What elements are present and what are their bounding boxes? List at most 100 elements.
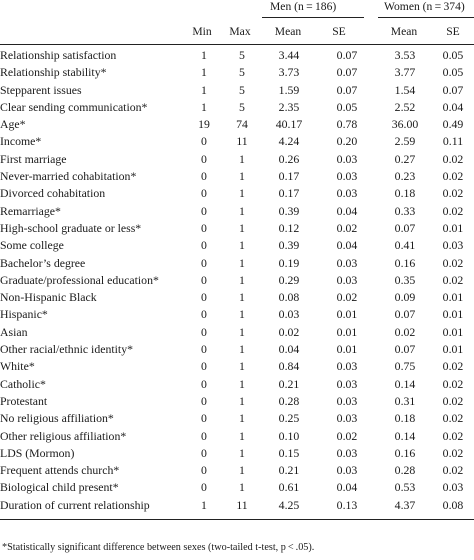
cell-men-mean: 0.39 — [278, 203, 300, 218]
cell-max: 11 — [236, 497, 248, 512]
cell-women-mean: 0.07 — [394, 342, 416, 357]
cell-women-se: 0.02 — [442, 203, 464, 218]
cell-women-se: 0.05 — [442, 48, 464, 62]
cell-men-mean: 0.61 — [278, 480, 300, 495]
cell-label: Bachelor’s degree — [0, 255, 86, 270]
table-row: Divorced cohabitation 0 1 0.17 0.03 0.18 0.02 — [0, 185, 474, 202]
cell-men-se: 0.20 — [336, 134, 358, 149]
cell-men-mean: 0.17 — [278, 169, 300, 184]
cell-max: 1 — [239, 220, 245, 235]
cell-men-se: 0.03 — [336, 151, 358, 166]
table-row: Other racial/ethnic identity* 0 1 0.04 0.01 0… — [0, 341, 474, 358]
cell-men-se: 0.02 — [336, 428, 358, 443]
cell-min: 1 — [201, 99, 207, 114]
cell-min: 0 — [201, 480, 207, 495]
cell-men-mean: 0.28 — [278, 393, 300, 408]
cell-label: Other religious affiliation* — [0, 428, 127, 443]
rule-men-group — [262, 17, 364, 18]
cell-men-mean: 40.17 — [275, 117, 303, 132]
cell-label: Frequent attends church* — [0, 463, 120, 478]
rule-women-group — [378, 17, 474, 18]
table-row: Relationship stability* 1 5 3.73 0.07 3.77 0.0… — [0, 64, 474, 81]
cell-men-mean: 0.19 — [278, 255, 300, 270]
cell-max: 1 — [239, 342, 245, 357]
cell-max: 1 — [239, 290, 245, 305]
cell-women-se: 0.02 — [442, 359, 464, 374]
cell-women-se: 0.02 — [442, 272, 464, 287]
cell-min: 1 — [201, 65, 207, 80]
table-row: High-school graduate or less* 0 1 0.12 0.02 0… — [0, 220, 474, 237]
cell-women-se: 0.03 — [442, 480, 464, 495]
table-row: No religious affiliation* 0 1 0.25 0.03 0.18 0… — [0, 410, 474, 427]
cell-men-mean: 0.21 — [278, 463, 300, 478]
cell-men-se: 0.03 — [336, 376, 358, 391]
cell-min: 0 — [201, 324, 207, 339]
cell-women-se: 0.05 — [442, 65, 464, 80]
rule-header-bottom — [0, 44, 474, 45]
cell-max: 1 — [239, 324, 245, 339]
cell-men-mean: 4.25 — [278, 497, 300, 512]
table-row: Catholic* 0 1 0.21 0.03 0.14 0.02 — [0, 376, 474, 393]
cell-women-se: 0.02 — [442, 463, 464, 478]
cell-max: 1 — [239, 169, 245, 184]
footnote: *Statistically significant difference be… — [2, 542, 315, 553]
cell-women-se: 0.02 — [442, 411, 464, 426]
cell-women-mean: 3.77 — [394, 65, 416, 80]
cell-men-se: 0.02 — [336, 220, 358, 235]
cell-max: 1 — [239, 272, 245, 287]
cell-women-mean: 0.14 — [394, 376, 416, 391]
cell-men-se: 0.05 — [336, 99, 358, 114]
cell-max: 1 — [239, 255, 245, 270]
cell-women-se: 0.01 — [442, 324, 464, 339]
cell-men-mean: 2.35 — [278, 99, 300, 114]
cell-men-mean: 0.25 — [278, 411, 300, 426]
cell-label: Other racial/ethnic identity* — [0, 342, 133, 357]
table-row: Clear sending communication* 1 5 2.35 0.05 2.… — [0, 99, 474, 116]
cell-min: 0 — [201, 393, 207, 408]
cell-women-se: 0.02 — [442, 151, 464, 166]
cell-women-mean: 0.18 — [394, 186, 416, 201]
cell-max: 5 — [239, 99, 245, 114]
cell-max: 11 — [236, 134, 248, 149]
cell-women-se: 0.49 — [442, 117, 464, 132]
cell-max: 1 — [239, 238, 245, 253]
cell-max: 74 — [236, 117, 248, 132]
col-header-women-se: SE — [446, 25, 460, 38]
table-row: Duration of current relationship 1 11 4.25 0… — [0, 497, 474, 514]
cell-women-se: 0.01 — [442, 342, 464, 357]
cell-label: Income* — [0, 134, 42, 149]
cell-max: 1 — [239, 359, 245, 374]
cell-max: 5 — [239, 48, 245, 62]
cell-women-mean: 0.23 — [394, 169, 416, 184]
cell-label: First marriage — [0, 151, 67, 166]
cell-min: 0 — [201, 307, 207, 322]
cell-min: 0 — [201, 428, 207, 443]
cell-max: 1 — [239, 445, 245, 460]
cell-max: 1 — [239, 203, 245, 218]
cell-label: Remarriage* — [0, 203, 61, 218]
cell-men-se: 0.01 — [336, 307, 358, 322]
cell-women-mean: 0.53 — [394, 480, 416, 495]
table-row: Frequent attends church* 0 1 0.21 0.03 0.28 0.… — [0, 462, 474, 479]
cell-men-mean: 0.39 — [278, 238, 300, 253]
cell-label: Asian — [0, 324, 28, 339]
cell-women-mean: 0.07 — [394, 307, 416, 322]
table-row: Age* 19 74 40.17 0.78 36.00 0.49 — [0, 116, 474, 133]
cell-men-se: 0.03 — [336, 393, 358, 408]
cell-men-mean: 0.02 — [278, 324, 300, 339]
table-row: White* 0 1 0.84 0.03 0.75 0.02 — [0, 358, 474, 375]
col-header-min: Min — [192, 25, 212, 38]
cell-label: Biological child present* — [0, 480, 119, 495]
cell-women-mean: 4.37 — [394, 497, 416, 512]
cell-men-mean: 0.17 — [278, 186, 300, 201]
cell-women-mean: 0.16 — [394, 445, 416, 460]
table-row: Stepparent issues 1 5 1.59 0.07 1.54 0.07 — [0, 82, 474, 99]
cell-men-mean: 1.59 — [278, 82, 300, 97]
cell-min: 1 — [201, 497, 207, 512]
cell-women-se: 0.04 — [442, 99, 464, 114]
cell-men-se: 0.04 — [336, 238, 358, 253]
cell-women-mean: 2.52 — [394, 99, 416, 114]
cell-men-se: 0.07 — [336, 82, 358, 97]
cell-label: Catholic* — [0, 376, 46, 391]
